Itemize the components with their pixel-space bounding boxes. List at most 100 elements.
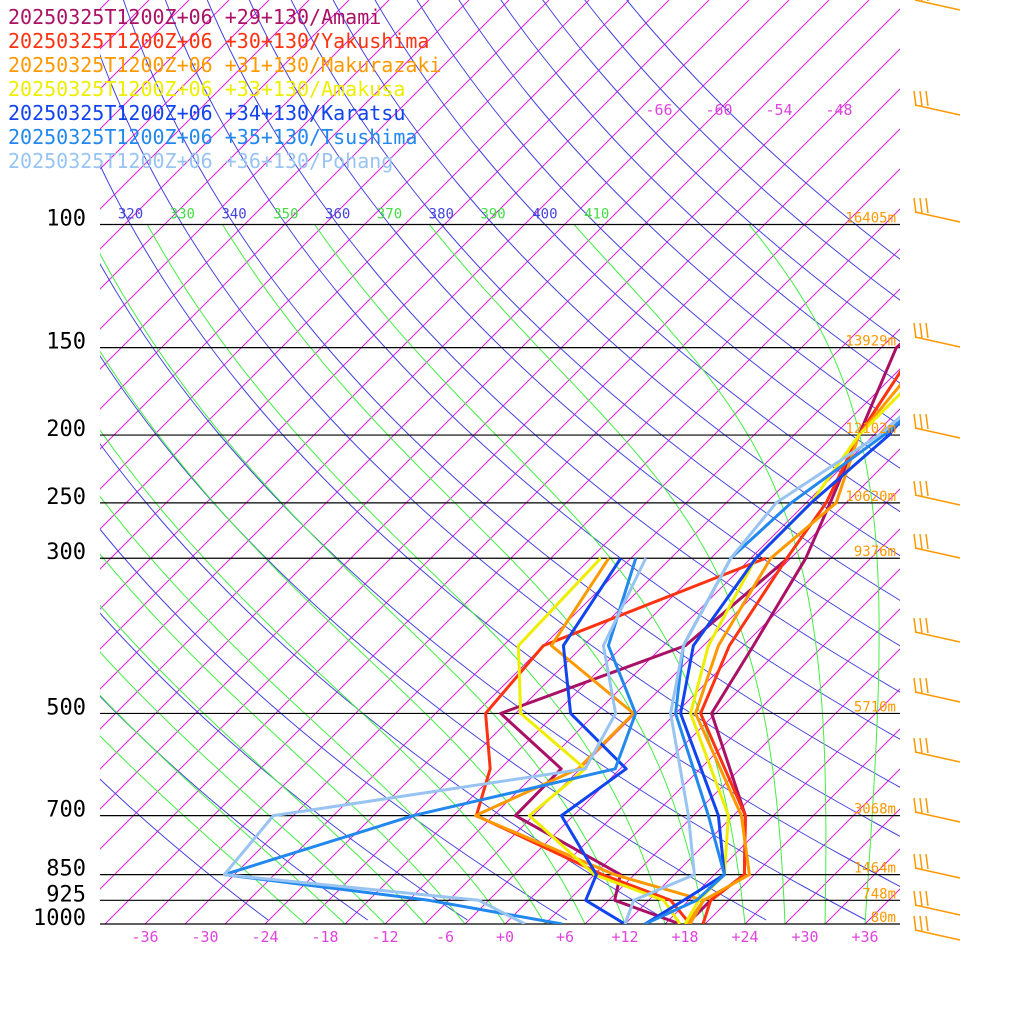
dry-adiabat-line [374, 0, 900, 513]
legend-entry-4: 20250325T1200Z+06 +33+130/Amakusa [8, 77, 405, 101]
isotherm-line [264, 288, 900, 924]
dewpoint-line-4 [516, 557, 682, 924]
theta-label: 360 [325, 206, 350, 222]
x-tick-label: -24 [251, 928, 278, 946]
theta-label: 390 [480, 206, 505, 222]
wind-barb-icon [914, 0, 961, 11]
dry-adiabat-line [458, 0, 900, 426]
dry-adiabat-line [542, 0, 900, 342]
legend-entry-3: 20250325T1200Z+06 +31+130/Makurazaki [8, 53, 441, 77]
dry-adiabat-line [100, 53, 900, 837]
x-tick-label: +24 [731, 928, 758, 946]
mixing-label: -48 [825, 101, 852, 119]
isotherm-line [100, 0, 630, 530]
temperature-line-3 [688, 383, 900, 924]
dewpoint-line-2 [474, 556, 767, 924]
isotherm-line [100, 0, 430, 330]
isotherm-line [100, 0, 270, 170]
dry-adiabat-line [332, 0, 900, 557]
pressure-label-500: 500 [46, 695, 86, 720]
dry-adiabat-line [290, 0, 900, 601]
mixing-label: -60 [705, 101, 732, 119]
isotherm-line [344, 368, 900, 924]
x-tick-label: -18 [311, 928, 338, 946]
mixing-label: -66 [645, 101, 672, 119]
dry-adiabat-line [100, 262, 867, 921]
theta-label: 400 [532, 206, 557, 222]
height-label: 3068m [854, 802, 896, 818]
isotherm-line [464, 488, 900, 924]
wind-barb-icon [913, 853, 961, 879]
theta-label: 320 [118, 206, 143, 222]
theta-label: 340 [221, 206, 246, 222]
isotherm-line [184, 208, 900, 924]
temperature-line-2 [699, 369, 900, 924]
isotherm-line [704, 728, 900, 924]
x-tick-label: -12 [371, 928, 398, 946]
dry-adiabat-line [206, 0, 900, 693]
pressure-label-150: 150 [46, 330, 86, 355]
isotherm-line [100, 0, 310, 210]
isotherm-line [144, 168, 900, 924]
isotherm-line [100, 0, 470, 370]
isotherm-line [744, 768, 900, 924]
height-label: 5710m [854, 699, 896, 715]
theta-label: 350 [273, 206, 298, 222]
dry-adiabat-line [416, 0, 900, 469]
legend-entry-7: 20250325T1200Z+06 +36+130/Pohang [8, 149, 393, 173]
x-tick-label: -30 [191, 928, 218, 946]
wind-barb-icon [913, 915, 961, 941]
dry-adiabat-line [164, 0, 900, 740]
isotherm-line [624, 648, 900, 924]
isotherm-line [100, 0, 750, 650]
dry-adiabat-line [100, 612, 468, 921]
isotherm-line [100, 48, 900, 850]
dewpoint-line-6 [222, 557, 638, 924]
wind-barb-icon [913, 90, 961, 116]
dry-adiabat-line [626, 0, 900, 260]
isotherm-line [100, 0, 350, 250]
isotherm-line [945, 0, 1024, 924]
height-label: 12102m [845, 421, 896, 437]
wind-barb-icon [913, 617, 961, 643]
wind-barb-icon [913, 480, 961, 506]
isotherm-line [100, 0, 830, 730]
pressure-label-700: 700 [46, 798, 86, 823]
wind-barb-icon [913, 737, 961, 763]
dry-adiabat-line [100, 695, 368, 921]
dry-adiabat-line [584, 0, 900, 301]
wind-barb-icon [913, 322, 961, 348]
isotherm-line [100, 0, 390, 290]
pressure-label-925: 925 [46, 882, 86, 907]
x-tick-label: +12 [611, 928, 638, 946]
dewpoint-line-5 [559, 557, 628, 924]
dry-adiabat-line [100, 164, 900, 887]
dry-adiabat-line [100, 528, 568, 921]
isotherm-line [985, 0, 1024, 924]
isotherm-line [664, 688, 900, 924]
legend-entry-1: 20250325T1200Z+06 +29+130/Amami [8, 5, 381, 29]
isotherm-line [100, 0, 670, 570]
dry-adiabat-line [100, 443, 667, 921]
x-tick-label: +36 [851, 928, 878, 946]
pressure-label-200: 200 [46, 417, 86, 442]
legend-entry-6: 20250325T1200Z+06 +35+130/Tsushima [8, 125, 417, 149]
isotherm-line [905, 0, 1024, 924]
isotherm-line [504, 528, 900, 924]
isotherm-line [100, 0, 710, 610]
pressure-label-1000: 1000 [33, 906, 86, 931]
isotherm-line [100, 0, 550, 450]
pressure-label-250: 250 [46, 485, 86, 510]
isotherm-line [100, 0, 510, 410]
wind-barb-icon [913, 197, 961, 223]
isotherm-line [864, 888, 900, 924]
x-tick-label: +18 [671, 928, 698, 946]
pressure-label-100: 100 [46, 206, 86, 231]
dewpoint-line-7 [222, 557, 648, 924]
dewpoint-line-1 [499, 557, 789, 924]
height-label: 748m [862, 886, 896, 902]
wind-barb-icon [913, 533, 961, 559]
dry-adiabat-line [122, 0, 900, 788]
isotherm-line [100, 0, 590, 490]
theta-label: 410 [584, 206, 609, 222]
